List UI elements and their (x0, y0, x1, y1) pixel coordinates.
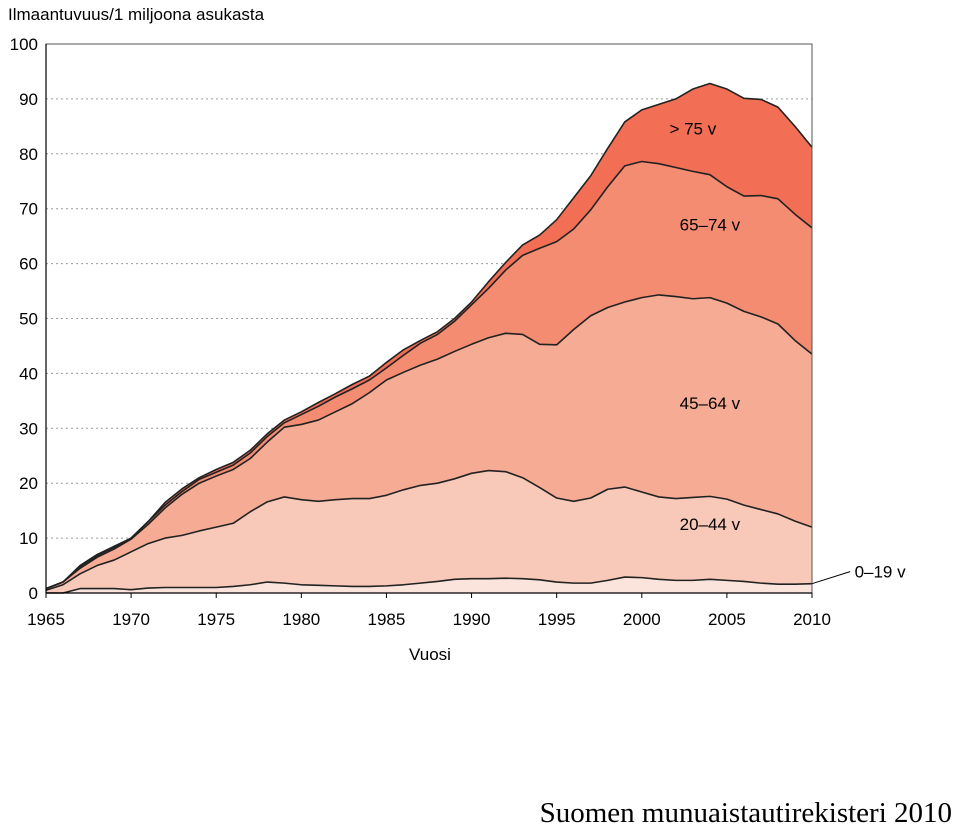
area-2 (46, 470, 812, 593)
leader-line (811, 571, 851, 585)
x-tick-label: 1970 (112, 610, 150, 629)
series-line-4 (45, 160, 813, 590)
y-tick-label: 70 (19, 200, 38, 219)
y-tick-label: 100 (10, 35, 38, 54)
area-4 (46, 161, 812, 589)
label-layer: > 75 v 65–74 v 45–64 v 20–44 v 0–19 v (669, 120, 907, 585)
source-credit: Suomen munuaistautirekisteri 2010 (539, 797, 952, 830)
y-tick-label: 80 (19, 145, 38, 164)
stacked-area-chart: 0 10 20 30 40 50 60 70 80 90 100 1965 1970 1975 1980 19… (8, 5, 907, 664)
axis-layer: 0 10 20 30 40 50 60 70 80 90 100 1965 1970 1975 1980 19… (10, 35, 831, 629)
series-label: 20–44 v (680, 515, 741, 534)
y-tick-label: 50 (19, 310, 38, 329)
x-tick-label: 1990 (453, 610, 491, 629)
y-tick-label: 90 (19, 90, 38, 109)
area-1 (46, 577, 812, 593)
series-line-1 (46, 576, 813, 594)
x-tick-label: 1965 (27, 610, 65, 629)
x-tick-label: 2010 (793, 610, 831, 629)
series-label: 45–64 v (680, 394, 741, 413)
chart-container: 0 10 20 30 40 50 60 70 80 90 100 1965 1970 1975 1980 19… (8, 5, 907, 664)
series-label: 0–19 v (855, 563, 907, 582)
line-layer (45, 82, 813, 594)
x-tick-label: 1980 (282, 610, 320, 629)
series-line-3 (45, 294, 813, 590)
series-label: 65–74 v (680, 216, 741, 235)
x-tick-label: 1975 (197, 610, 235, 629)
y-tick-label: 60 (19, 255, 38, 274)
x-axis-title: Vuosi (409, 645, 451, 664)
series-label: > 75 v (669, 120, 716, 139)
y-tick-label: 0 (29, 584, 38, 603)
area-3 (46, 294, 812, 591)
y-tick-label: 30 (19, 419, 38, 438)
y-tick-label: 20 (19, 474, 38, 493)
series-line-2 (45, 469, 813, 592)
x-tick-label: 2000 (623, 610, 661, 629)
series-line-5 (45, 82, 813, 590)
x-tick-label: 1985 (368, 610, 406, 629)
y-axis-title: Ilmaantuvuus/1 miljoona asukasta (8, 5, 265, 24)
y-tick-label: 40 (19, 364, 38, 383)
y-tick-label: 10 (19, 529, 38, 548)
x-tick-label: 1995 (538, 610, 576, 629)
x-tick-label: 2005 (708, 610, 746, 629)
